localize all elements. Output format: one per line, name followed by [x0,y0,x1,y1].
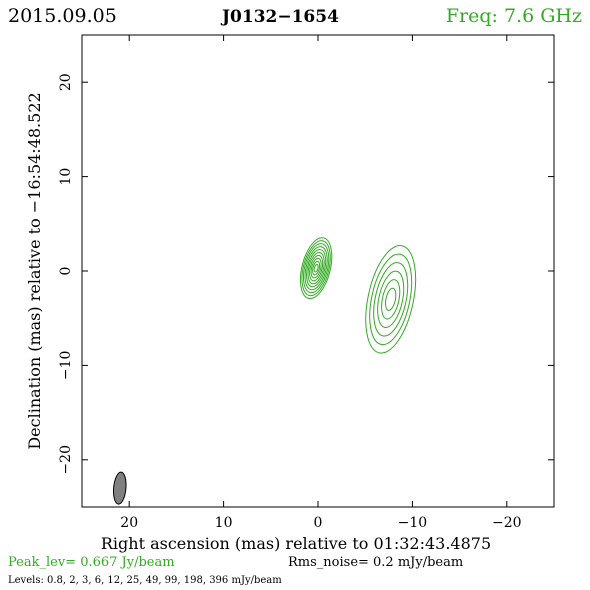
jet-contour [373,262,409,337]
core-contour [313,263,319,273]
source-name: J0132−1654 [220,7,339,27]
observation-date: 2015.09.05 [8,5,117,27]
x-tick-label: −20 [492,515,522,531]
x-tick-label: 0 [314,515,323,531]
contour-levels: Levels: 0.8, 2, 3, 6, 12, 25, 49, 99, 19… [8,575,282,586]
core-contour [307,252,325,285]
y-axis-label: Declination (mas) relative to −16:54:48.… [25,92,44,449]
y-axis-ticks: 20 10 0 −10 −20 [58,73,554,475]
frequency-label: Freq: 7.6 GHz [446,5,582,27]
core-contour [306,249,327,288]
y-tick-label: 10 [58,168,74,186]
jet-contour [369,253,413,346]
beam-ellipse [112,471,127,505]
core-contour [299,237,333,300]
jet-contour [365,245,417,354]
core-contour [302,243,330,294]
core-contour [309,254,324,282]
rms-noise: Rms_noise= 0.2 mJy/beam [288,555,463,570]
y-tick-label: −20 [58,445,74,475]
core-contour [312,260,321,276]
contour-layer [299,237,417,354]
beam-layer [112,471,127,505]
x-tick-label: 20 [120,515,138,531]
core-contour [301,240,331,297]
y-tick-label: −10 [58,351,74,381]
x-tick-label: 10 [215,515,233,531]
jet-contour [385,287,397,311]
x-tick-label: −10 [398,515,428,531]
peak-level: Peak_lev= 0.667 Jy/beam [8,555,175,570]
y-tick-label: 0 [58,267,74,276]
jet-contour [377,270,405,328]
jet-contour [381,279,401,320]
x-axis-label: Right ascension (mas) relative to 01:32:… [101,534,491,553]
core-contour [304,246,328,291]
y-tick-label: 20 [58,73,74,91]
core-contour [310,257,322,279]
x-axis-ticks: 20 10 0 −10 −20 [120,35,522,531]
